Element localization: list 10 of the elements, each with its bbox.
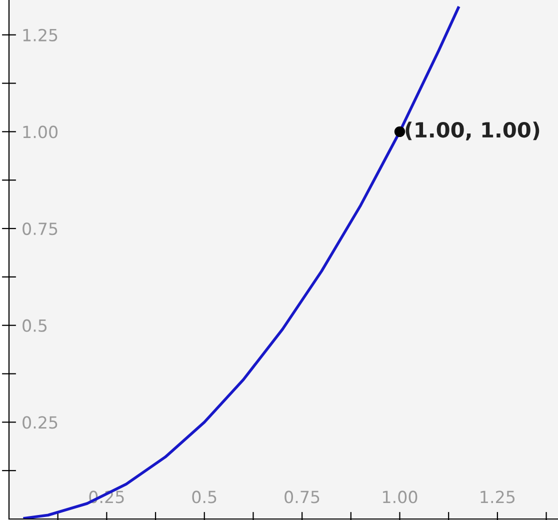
annotation: (1.00, 1.00) xyxy=(406,122,540,140)
y-tick-label: 0.75 xyxy=(22,222,58,236)
x-tick-label: 0.75 xyxy=(284,490,320,504)
x-tick-label: 0.5 xyxy=(192,490,216,504)
x-tick-label: 1.00 xyxy=(383,490,418,504)
y-tick-label: 1.00 xyxy=(23,126,58,138)
y-tick-label: 0.5 xyxy=(22,319,47,332)
x-tick-label: 1.25 xyxy=(480,490,515,504)
y-tick-label: 1.25 xyxy=(23,28,58,42)
y-tick-label: 0.25 xyxy=(22,416,58,429)
